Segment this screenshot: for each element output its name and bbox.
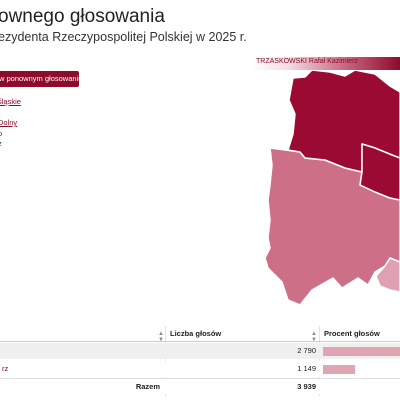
percent-bar-fill [323, 365, 356, 374]
legend-candidate-name: TRZASKOWSKI Rafał Kazimierz [256, 58, 358, 65]
column-header-percent[interactable]: Procent głosów [324, 329, 380, 338]
percent-bar [323, 347, 400, 356]
breadcrumb-link-district[interactable]: Dolny [0, 118, 18, 127]
sort-icon[interactable]: ▲ ▼ [311, 331, 317, 343]
votes-value: 2 790 [297, 346, 316, 355]
map-region-southeast[interactable] [375, 257, 400, 293]
breadcrumb-link-region[interactable]: śląskie [0, 97, 21, 106]
page-title: ownego głosowania [0, 6, 165, 27]
percent-bar [323, 365, 400, 374]
breadcrumb-item-current: z [0, 139, 21, 150]
candidate-name-link[interactable]: rz [2, 364, 9, 373]
column-header-votes[interactable]: Liczba głosów [170, 329, 222, 338]
table-header-row: ▲ ▼ Liczba głosów ▲ ▼ Procent głosów [0, 326, 400, 343]
map-region-east[interactable] [359, 143, 400, 201]
breadcrumb: śląskie Dolny o z [0, 97, 21, 150]
percent-bar-fill [323, 347, 400, 356]
votes-value: 1 149 [297, 364, 316, 373]
sort-icon[interactable]: ▲ ▼ [158, 331, 164, 343]
table-total-row: Razem 3 939 [0, 378, 400, 394]
total-votes: 3 939 [297, 382, 316, 391]
legend-color-scale: TRZASKOWSKI Rafał Kazimierz [252, 57, 400, 70]
page-subtitle: ezydenta Rzeczypospolitej Polskiej w 202… [0, 30, 247, 44]
table-row: 2 790 [0, 343, 400, 359]
table-row: rz 1 149 [0, 361, 400, 377]
total-label: Razem [135, 382, 160, 391]
breadcrumb-item-municipality: o [0, 128, 3, 138]
repeat-vote-button[interactable]: w ponownym głosowaniu [0, 71, 79, 87]
